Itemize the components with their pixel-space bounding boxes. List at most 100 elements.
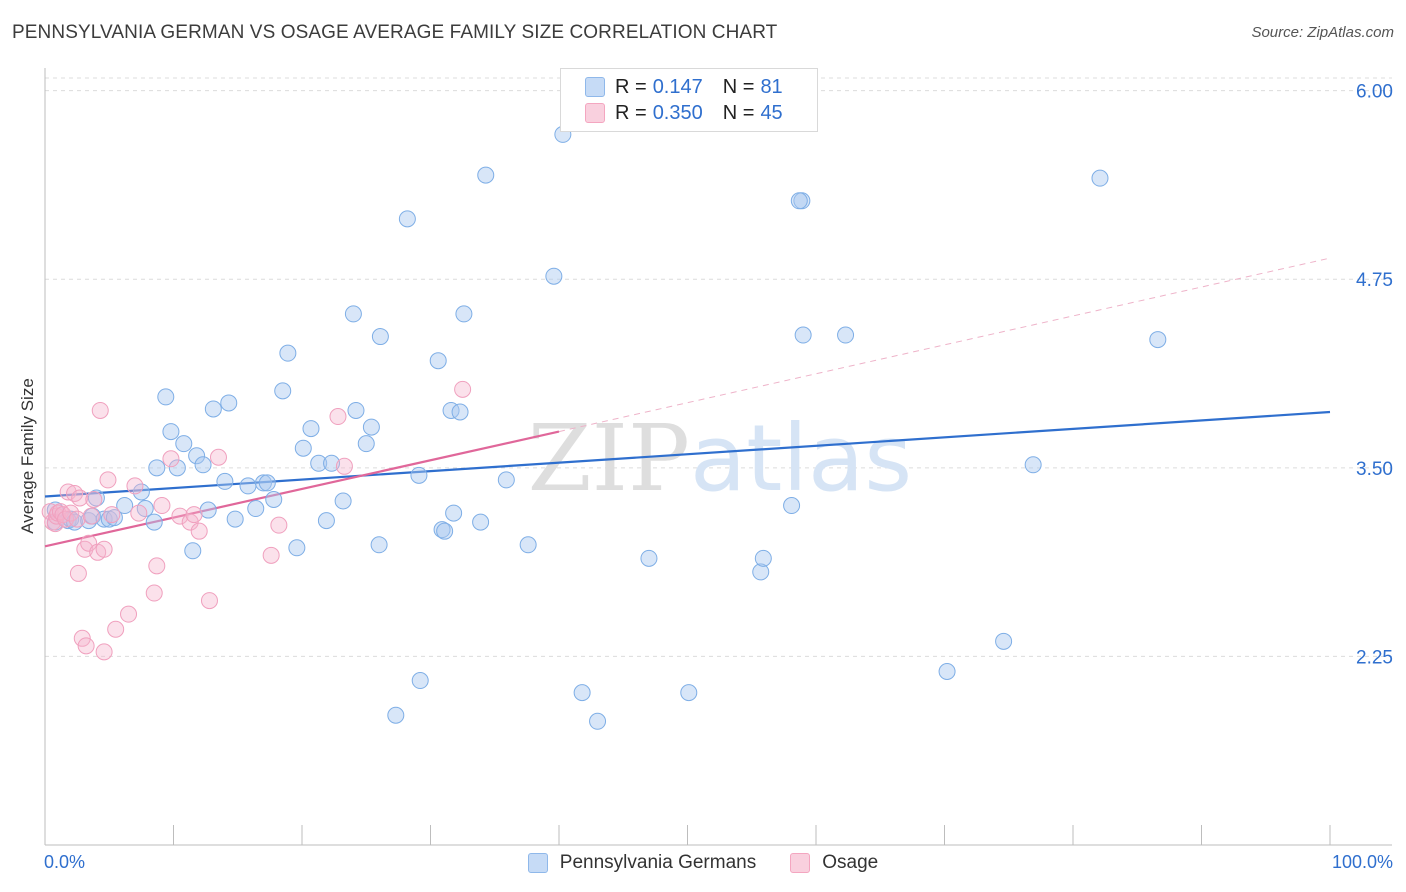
legend-label: Pennsylvania Germans xyxy=(559,852,757,873)
point-pennsylvania-germans xyxy=(323,454,341,472)
point-osage xyxy=(82,507,100,525)
point-pennsylvania-germans xyxy=(429,352,447,370)
point-pennsylvania-germans xyxy=(497,471,515,489)
point-osage xyxy=(69,564,87,582)
point-pennsylvania-germans xyxy=(188,447,206,465)
point-osage xyxy=(162,450,180,468)
point-osage xyxy=(329,408,347,426)
point-pennsylvania-germans xyxy=(288,539,306,557)
point-osage xyxy=(68,510,86,528)
point-pennsylvania-germans xyxy=(294,439,312,457)
point-pennsylvania-germans xyxy=(455,305,473,323)
y-tick-label: 2.25 xyxy=(1356,647,1393,668)
series-legend: Pennsylvania Germans Osage xyxy=(0,852,1406,874)
point-osage xyxy=(145,584,163,602)
point-osage xyxy=(209,448,227,466)
point-pennsylvania-germans xyxy=(1024,456,1042,474)
trend-line-osage xyxy=(44,430,560,548)
legend-row-osage: R = 0.350 N = 45 xyxy=(585,101,789,125)
point-pennsylvania-germans xyxy=(254,474,272,492)
point-pennsylvania-germans xyxy=(433,521,451,539)
point-osage xyxy=(200,592,218,610)
point-pennsylvania-germans xyxy=(754,549,772,567)
point-pennsylvania-germans xyxy=(783,497,801,515)
point-osage xyxy=(120,605,138,623)
point-pennsylvania-germans xyxy=(194,456,212,474)
point-pennsylvania-germans xyxy=(790,192,808,210)
point-pennsylvania-germans xyxy=(519,536,537,554)
n-label: N = xyxy=(722,101,755,124)
legend-item-pennsylvania-germans[interactable]: Pennsylvania Germans xyxy=(527,852,757,874)
point-pennsylvania-germans xyxy=(752,563,770,581)
point-osage xyxy=(130,504,148,522)
point-osage xyxy=(95,643,113,661)
legend-swatch-blue xyxy=(527,853,548,873)
y-tick-label: 3.50 xyxy=(1356,459,1393,480)
point-pennsylvania-germans xyxy=(204,400,222,418)
point-pennsylvania-germans xyxy=(398,210,416,228)
point-pennsylvania-germans xyxy=(220,394,238,412)
y-tick-label: 6.00 xyxy=(1356,82,1393,103)
point-pennsylvania-germans xyxy=(175,435,193,453)
legend-label: Osage xyxy=(822,852,879,873)
legend-swatch-blue xyxy=(585,77,605,97)
point-pennsylvania-germans xyxy=(258,474,276,492)
watermark: ZIPatlas xyxy=(528,405,913,512)
axes xyxy=(44,68,1392,846)
point-pennsylvania-germans xyxy=(938,662,956,680)
point-osage xyxy=(66,484,84,502)
point-osage xyxy=(71,489,89,507)
point-osage xyxy=(148,557,166,575)
point-pennsylvania-germans xyxy=(132,483,150,501)
point-osage xyxy=(77,637,95,655)
point-pennsylvania-germans xyxy=(640,549,658,567)
point-pennsylvania-germans xyxy=(1091,169,1109,187)
point-pennsylvania-germans xyxy=(387,706,405,724)
point-pennsylvania-germans xyxy=(344,305,362,323)
point-pennsylvania-germans xyxy=(370,536,388,554)
point-osage xyxy=(153,497,171,515)
point-pennsylvania-germans xyxy=(442,401,460,419)
point-osage xyxy=(91,401,109,419)
point-pennsylvania-germans xyxy=(310,454,328,472)
x-tick-min: 0.0% xyxy=(44,852,86,872)
point-pennsylvania-germans xyxy=(794,326,812,344)
point-pennsylvania-germans xyxy=(436,522,454,540)
point-pennsylvania-germans xyxy=(445,504,463,522)
point-osage xyxy=(62,504,80,522)
point-pennsylvania-germans xyxy=(145,513,163,531)
chart-title: PENNSYLVANIA GERMAN VS OSAGE AVERAGE FAM… xyxy=(12,22,778,43)
point-pennsylvania-germans xyxy=(226,510,244,528)
point-pennsylvania-germans xyxy=(545,267,563,285)
watermark-part: atlas xyxy=(690,405,912,512)
legend-item-osage[interactable]: Osage xyxy=(790,852,878,874)
point-osage xyxy=(107,620,125,638)
point-osage xyxy=(103,506,121,524)
point-pennsylvania-germans xyxy=(362,418,380,436)
n-value: 81 xyxy=(760,75,783,98)
point-pennsylvania-germans xyxy=(411,672,429,690)
point-pennsylvania-germans xyxy=(573,684,591,702)
point-pennsylvania-germans xyxy=(87,489,105,507)
point-pennsylvania-germans xyxy=(477,166,495,184)
point-pennsylvania-germans xyxy=(410,466,428,484)
point-osage xyxy=(262,546,280,564)
point-pennsylvania-germans xyxy=(216,472,234,490)
stats-legend: R = 0.147 N = 81 R = 0.350 N = 45 xyxy=(560,68,818,132)
x-tick-max: 100.0% xyxy=(1331,852,1393,872)
point-pennsylvania-germans xyxy=(148,459,166,477)
point-osage xyxy=(95,540,113,558)
point-pennsylvania-germans xyxy=(184,542,202,560)
n-label: N = xyxy=(722,75,755,98)
r-label: R = xyxy=(615,101,647,124)
point-pennsylvania-germans xyxy=(105,509,123,527)
point-pennsylvania-germans xyxy=(247,500,265,518)
point-pennsylvania-germans xyxy=(199,501,217,519)
point-osage xyxy=(190,522,208,540)
legend-swatch-pink xyxy=(585,103,605,123)
point-pennsylvania-germans xyxy=(279,344,297,362)
y-tick-labels: 2.25 3.50 4.75 6.00 xyxy=(1356,82,1393,669)
point-pennsylvania-germans xyxy=(157,388,175,406)
legend-swatch-pink xyxy=(790,853,811,873)
